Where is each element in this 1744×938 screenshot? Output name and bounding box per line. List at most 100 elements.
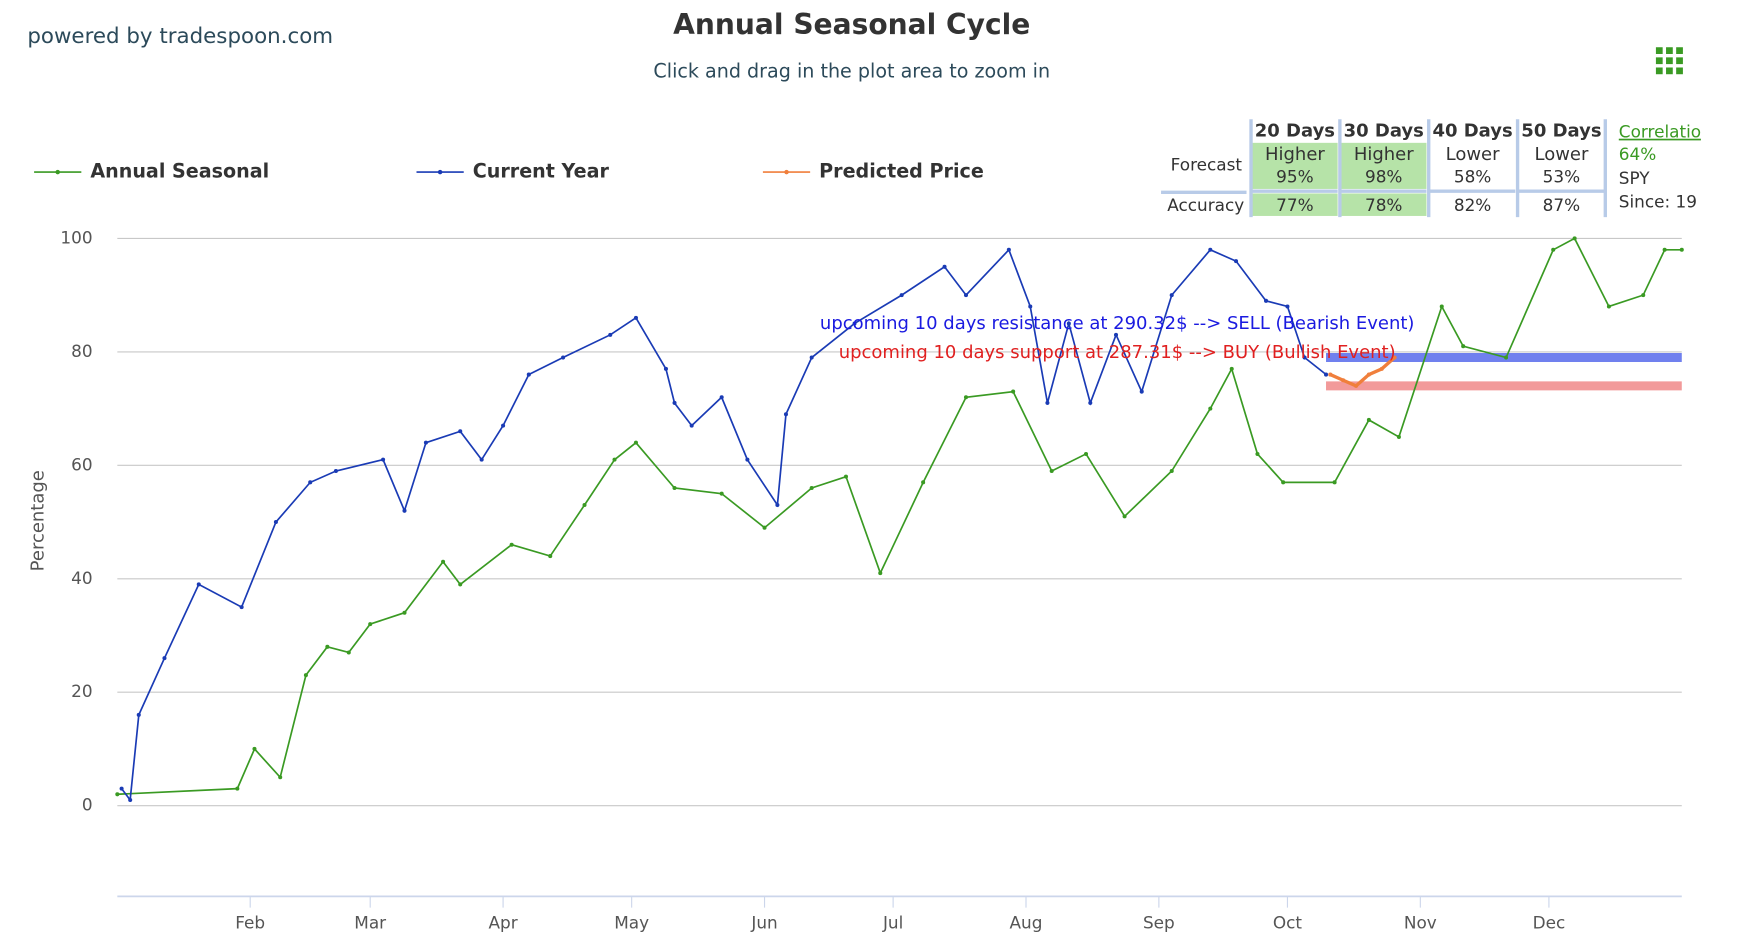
x-tick-label: Sep xyxy=(1143,912,1175,932)
y-tick-label: 40 xyxy=(71,568,92,588)
point xyxy=(719,395,724,400)
table-cell-bg xyxy=(1341,142,1427,189)
point xyxy=(278,775,283,780)
point xyxy=(381,457,386,462)
point xyxy=(1255,451,1260,456)
point xyxy=(273,520,278,525)
x-tick-label: Apr xyxy=(488,912,517,932)
point xyxy=(852,321,857,326)
point xyxy=(458,582,463,587)
point xyxy=(1324,372,1329,377)
table-cell-bg xyxy=(1252,193,1338,216)
point xyxy=(963,395,969,400)
y-tick-label: 20 xyxy=(71,681,92,701)
correlation-value: 64% xyxy=(1619,144,1656,164)
menu-icon[interactable] xyxy=(1655,47,1683,75)
point xyxy=(942,264,947,269)
point xyxy=(136,712,141,717)
point xyxy=(1169,293,1174,298)
table-accuracy: 78% xyxy=(1365,195,1402,215)
legend-item: Predicted Price xyxy=(762,160,984,183)
point xyxy=(689,423,694,428)
legend-marker xyxy=(55,169,60,175)
chart-title: Annual Seasonal Cycle xyxy=(673,8,1030,41)
table-accuracy: 82% xyxy=(1454,195,1491,215)
table-cell-bg xyxy=(1252,142,1338,189)
legend-item: Current Year xyxy=(416,160,609,183)
y-tick-label: 80 xyxy=(71,341,92,361)
point xyxy=(561,355,566,360)
point xyxy=(162,656,167,661)
table-accuracy: 77% xyxy=(1276,195,1313,215)
x-tick-label: Feb xyxy=(235,912,265,932)
point xyxy=(128,797,133,802)
point xyxy=(582,502,587,508)
point xyxy=(608,332,613,337)
series-line xyxy=(1329,356,1396,388)
point xyxy=(308,480,313,485)
x-tick-label: Jul xyxy=(882,912,903,932)
table-header: 50 Days xyxy=(1521,121,1601,142)
point xyxy=(368,622,373,627)
point xyxy=(252,746,257,751)
legend-label: Current Year xyxy=(473,160,610,183)
point xyxy=(115,792,120,797)
table-row-label: Forecast xyxy=(1171,154,1243,174)
point xyxy=(672,485,677,491)
point xyxy=(1572,236,1577,241)
table-cell-bg xyxy=(1429,193,1516,216)
point xyxy=(402,610,407,615)
point xyxy=(612,457,617,462)
table-cell-bg xyxy=(1518,193,1605,216)
point xyxy=(1233,259,1239,264)
point xyxy=(1208,406,1213,411)
x-tick-label: Aug xyxy=(1010,912,1043,932)
point xyxy=(762,525,767,530)
legend-marker xyxy=(437,169,443,175)
point xyxy=(1328,372,1333,377)
y-tick-label: 60 xyxy=(71,454,92,474)
point xyxy=(1379,366,1384,371)
table-row-label: Accuracy xyxy=(1167,195,1244,215)
point xyxy=(1169,468,1174,474)
table-percent: 58% xyxy=(1454,167,1491,187)
y-tick-label: 0 xyxy=(82,795,93,815)
point xyxy=(809,355,814,360)
point xyxy=(1461,344,1466,349)
point xyxy=(663,366,668,371)
point xyxy=(921,480,926,485)
point xyxy=(1551,247,1556,252)
point xyxy=(235,786,240,791)
point xyxy=(1229,366,1234,371)
point xyxy=(633,315,638,320)
point xyxy=(1641,293,1646,298)
point xyxy=(1341,378,1346,383)
point xyxy=(1139,389,1144,394)
point xyxy=(423,440,428,445)
x-tick-label: Mar xyxy=(354,912,386,932)
x-tick-label: May xyxy=(614,912,649,932)
point xyxy=(402,508,407,513)
point xyxy=(1504,355,1509,360)
correlation-symbol: SPY xyxy=(1619,168,1650,188)
point xyxy=(509,542,514,547)
point xyxy=(333,468,338,474)
point xyxy=(1049,468,1054,474)
table-direction: Lower xyxy=(1446,144,1500,165)
point xyxy=(1302,355,1307,360)
point xyxy=(1208,247,1213,252)
point xyxy=(303,673,308,678)
point xyxy=(1606,304,1611,309)
point xyxy=(899,293,904,298)
correlation-since: Since: 19 xyxy=(1619,191,1697,211)
point xyxy=(843,474,849,479)
point xyxy=(809,485,814,491)
point xyxy=(325,644,330,649)
legend-label: Predicted Price xyxy=(819,160,984,183)
point xyxy=(1392,355,1397,360)
table-percent: 98% xyxy=(1365,167,1402,187)
point xyxy=(633,440,638,445)
annotation: upcoming 10 days support at 287.31$ --> … xyxy=(839,342,1396,363)
